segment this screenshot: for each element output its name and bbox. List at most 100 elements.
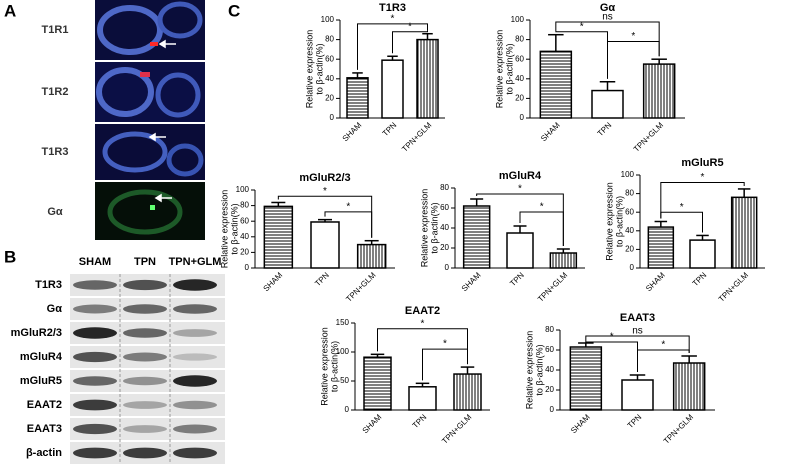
y-tick-label: 50 <box>340 376 349 385</box>
x-tick-label: TPN+GLM <box>344 270 377 303</box>
y-tick-label: 0 <box>445 263 450 272</box>
band <box>73 376 117 386</box>
micrographs <box>95 0 205 240</box>
significance-label: * <box>391 14 395 25</box>
blot-strip <box>70 394 225 416</box>
bar <box>416 38 439 119</box>
band <box>173 279 217 291</box>
x-tick-label: TPN+GLM <box>536 270 569 303</box>
bar <box>569 346 603 411</box>
error-bar <box>599 80 616 91</box>
error-bar <box>513 225 527 233</box>
y-axis-label: to β-actin(%) <box>534 344 544 395</box>
significance-label: * <box>408 21 412 32</box>
significance-bracket <box>519 211 564 246</box>
band <box>73 327 117 339</box>
y-tick-label: 80 <box>545 325 554 334</box>
x-tick-label: TPN+GLM <box>662 412 695 445</box>
y-axis-label: to β-actin(%) <box>329 341 339 392</box>
significance-bracket <box>392 30 428 54</box>
row-label: Gα <box>47 303 63 315</box>
bar <box>730 196 758 269</box>
y-tick-label: 40 <box>325 74 334 83</box>
error-bar <box>578 342 594 347</box>
band <box>173 304 217 314</box>
y-axis-label: Relative expression <box>219 190 229 269</box>
y-tick-label: 60 <box>545 345 554 354</box>
bar <box>363 356 392 411</box>
y-axis-label: to β-actin(%) <box>504 43 514 94</box>
bar <box>506 232 534 269</box>
band <box>173 447 217 459</box>
x-tick-label: TPN <box>381 120 399 138</box>
significance-bracket <box>357 23 428 70</box>
bar <box>381 59 404 119</box>
row-label: T1R2 <box>42 86 69 98</box>
x-tick-label: SHAM <box>644 270 667 293</box>
bar <box>408 386 437 411</box>
row-label: mGluR2/3 <box>11 327 62 339</box>
significance-label: * <box>701 172 705 183</box>
y-tick-label: 80 <box>325 35 334 44</box>
significance-bracket <box>324 211 373 238</box>
x-tick-label: SHAM <box>460 270 483 293</box>
y-tick-label: 40 <box>625 226 634 235</box>
band <box>123 279 167 291</box>
significance-bracket <box>607 41 660 79</box>
y-tick-label: 20 <box>440 243 449 252</box>
significance-label: * <box>680 202 684 213</box>
error-bar <box>422 32 433 40</box>
row-label: T1R3 <box>35 279 62 291</box>
panel-label: B <box>4 247 16 266</box>
bar <box>621 379 654 411</box>
significance-bracket <box>660 181 745 219</box>
significance-label: * <box>661 340 665 351</box>
row-label: EAAT2 <box>27 399 62 411</box>
y-tick-label: 0 <box>550 405 555 414</box>
x-tick-label: TPN <box>626 412 644 430</box>
error-bar <box>271 201 286 207</box>
error-bar <box>364 239 379 245</box>
x-tick-label: TPN <box>691 270 709 288</box>
y-axis-label: to β-actin(%) <box>314 43 324 94</box>
y-axis-label: Relative expression <box>419 189 429 268</box>
y-axis-label: Relative expression <box>304 30 314 109</box>
y-tick-label: 80 <box>240 201 249 210</box>
y-axis-label: to β-actin(%) <box>229 203 239 254</box>
chart-title: Gα <box>600 2 616 14</box>
error-bar <box>548 33 564 52</box>
bar <box>539 50 573 119</box>
y-tick-label: 60 <box>515 54 524 63</box>
y-tick-label: 40 <box>515 74 524 83</box>
y-tick-label: 60 <box>625 207 634 216</box>
error-bar <box>470 198 484 206</box>
band <box>173 329 217 337</box>
band <box>123 425 167 433</box>
band <box>123 447 167 459</box>
y-tick-label: 60 <box>325 54 334 63</box>
x-tick-label: SHAM <box>539 120 562 143</box>
band <box>173 353 217 361</box>
significance-bracket <box>377 328 468 365</box>
bar <box>647 226 675 269</box>
significance-label: * <box>631 31 635 42</box>
x-tick-label: TPN+GLM <box>717 270 750 303</box>
y-tick-label: 80 <box>440 183 449 192</box>
y-tick-label: 40 <box>545 365 554 374</box>
y-tick-label: 80 <box>515 35 524 44</box>
y-tick-label: 0 <box>345 405 350 414</box>
error-bar <box>737 188 751 198</box>
bar <box>642 63 676 119</box>
band <box>123 328 167 338</box>
y-tick-label: 60 <box>440 203 449 212</box>
y-tick-label: 100 <box>236 185 250 194</box>
bar <box>310 221 340 269</box>
significance-label: * <box>540 202 544 213</box>
chart-title: T1R3 <box>379 2 406 14</box>
band <box>123 352 167 362</box>
bar <box>453 373 482 411</box>
significance-bracket <box>422 348 468 381</box>
bar <box>549 252 578 269</box>
column-label: TPN+GLM <box>169 256 222 268</box>
